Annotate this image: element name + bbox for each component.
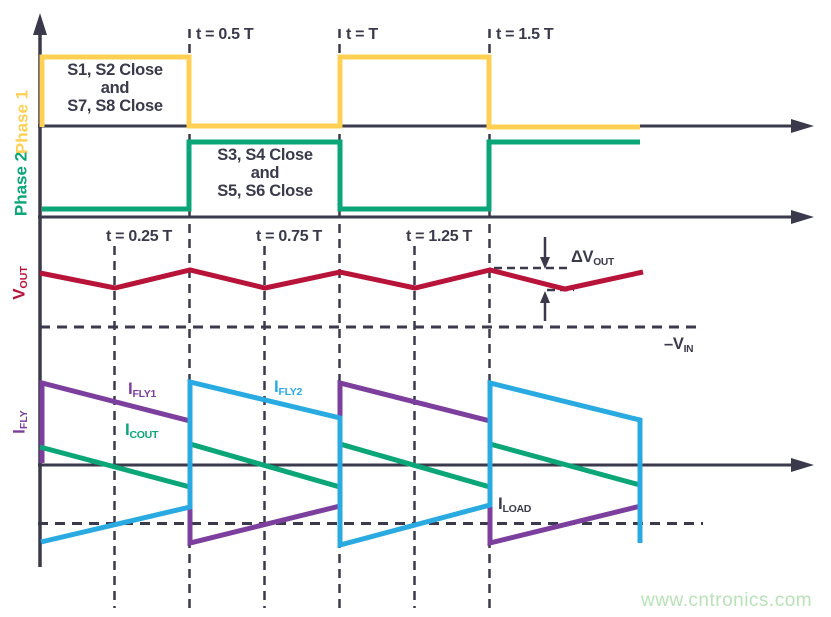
time-label-0.5T: t = 0.5 T [196, 26, 254, 43]
ifly-axis-main: I [9, 429, 29, 434]
phase2-baseline-arrowhead [791, 210, 814, 224]
phase1-baseline-arrowhead [791, 119, 814, 133]
time-label-1.25T: t = 1.25 T [406, 228, 472, 245]
phase1-switch-annotation: S1, S2 Close and S7, S8 Close [40, 61, 190, 115]
ifly1-sub: FLY1 [132, 387, 157, 400]
icout-sub: COUT [129, 428, 159, 441]
ifly-axis-sub: FLY [18, 410, 31, 430]
vout-axis-sub: OUT [18, 266, 31, 289]
phase2-axis-label: Phase 2 [11, 151, 31, 217]
phase2-switch-annotation: S3, S4 Close and S5, S6 Close [190, 146, 340, 200]
phase2-switch-waveform [42, 139, 640, 212]
ifly-zero-line-arrowhead [791, 458, 814, 472]
vout-axis-label: VOUT [9, 266, 31, 300]
time-label-0.75T: t = 0.75 T [256, 228, 322, 245]
time-label-1.5T: t = 1.5 T [496, 26, 554, 43]
phase2-switch-line1: S3, S4 Close [217, 146, 313, 164]
neg-vin-sub: IN [683, 343, 694, 355]
phase1-switch-line1: S1, S2 Close [67, 61, 163, 79]
icout-main: I [125, 420, 130, 439]
delta-vout-main: ΔV [571, 248, 594, 266]
ifly2-main: I [274, 377, 279, 396]
phase1-switch-line3: S7, S8 Close [67, 97, 163, 115]
iload-label: ILOAD [498, 495, 531, 514]
phase2-switch-line3: S5, S6 Close [217, 182, 313, 200]
ifly-axis-label: IFLY [9, 410, 31, 434]
delta-vout-label: ΔVOUT [571, 249, 614, 268]
ifly1-label: IFLY1 [128, 380, 156, 399]
phase1-switch-waveform [39, 54, 640, 130]
time-label-T: t = T [346, 26, 378, 43]
delta-vout-arrow-down-head [540, 257, 550, 269]
delta-vout-arrow-up-head [540, 291, 550, 303]
watermark-text: www.cntronics.com [641, 590, 813, 611]
iload-main: I [498, 494, 503, 513]
phase2-switch-line2: and [250, 164, 280, 182]
vout-ripple-waveform [39, 267, 644, 292]
phase1-axis-label: Phase 1 [12, 89, 32, 155]
ifly1-main: I [128, 379, 133, 398]
ifly2-label: IFLY2 [274, 378, 302, 397]
ifly2-sub: FLY2 [278, 385, 303, 398]
vout-axis-main: V [9, 288, 29, 300]
time-label-0.25T: t = 0.25 T [106, 228, 172, 245]
vertical-axis-arrowhead [33, 13, 47, 35]
delta-vout-sub: OUT [593, 256, 614, 268]
iload-sub: LOAD [502, 502, 532, 515]
phase1-switch-line2: and [100, 79, 130, 97]
ifly2-current-waveform [40, 378, 643, 549]
neg-vin-label: –VIN [664, 335, 694, 355]
neg-vin-main: –V [664, 335, 684, 353]
icout-label: ICOUT [125, 421, 158, 440]
